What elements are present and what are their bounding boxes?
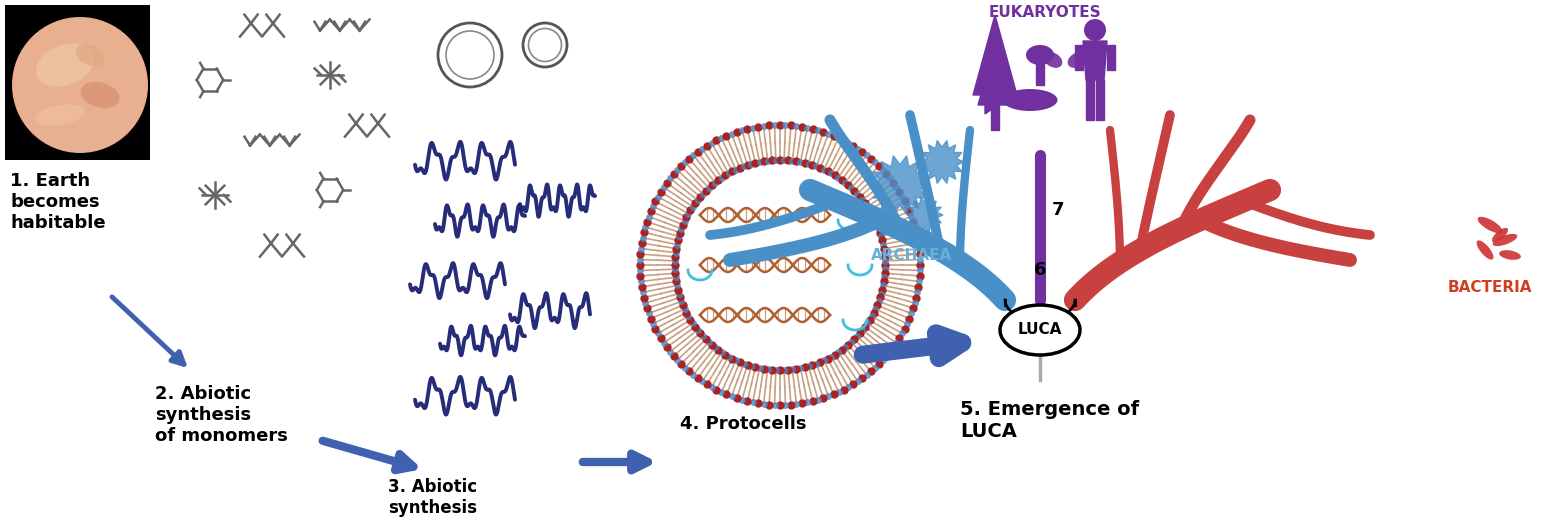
Ellipse shape xyxy=(1491,228,1509,242)
Polygon shape xyxy=(1106,45,1114,70)
Text: LUCA: LUCA xyxy=(1017,322,1063,337)
Ellipse shape xyxy=(1493,234,1518,246)
Ellipse shape xyxy=(1477,217,1502,233)
Circle shape xyxy=(13,17,149,153)
Polygon shape xyxy=(1086,80,1094,120)
Ellipse shape xyxy=(1027,45,1053,65)
Ellipse shape xyxy=(80,82,119,108)
Ellipse shape xyxy=(75,44,105,66)
Polygon shape xyxy=(978,45,1013,105)
Circle shape xyxy=(678,162,883,368)
Ellipse shape xyxy=(36,44,94,86)
Polygon shape xyxy=(973,15,1017,95)
Text: 4. Protocells: 4. Protocells xyxy=(681,415,806,433)
Text: BACTERIA: BACTERIA xyxy=(1448,280,1532,295)
Ellipse shape xyxy=(1003,89,1058,111)
Ellipse shape xyxy=(1499,250,1521,260)
Polygon shape xyxy=(1096,80,1103,120)
Ellipse shape xyxy=(1000,305,1080,355)
Circle shape xyxy=(1085,19,1106,41)
Text: 7: 7 xyxy=(1052,201,1064,219)
Ellipse shape xyxy=(1476,240,1493,259)
Polygon shape xyxy=(1036,55,1044,85)
Text: ARCHAEA: ARCHAEA xyxy=(872,248,953,263)
Ellipse shape xyxy=(1044,52,1063,68)
Bar xyxy=(5,5,150,160)
Polygon shape xyxy=(1083,41,1106,80)
Text: 5. Emergence of
LUCA: 5. Emergence of LUCA xyxy=(959,400,1139,441)
Text: 3. Abiotic
synthesis
of polymers
and vesicles: 3. Abiotic synthesis of polymers and ves… xyxy=(388,478,502,520)
Ellipse shape xyxy=(36,104,85,126)
Polygon shape xyxy=(984,86,1005,114)
Ellipse shape xyxy=(1067,52,1086,68)
Polygon shape xyxy=(870,156,930,214)
Polygon shape xyxy=(908,198,944,232)
Text: 6: 6 xyxy=(1034,261,1047,279)
Text: EUKARYOTES: EUKARYOTES xyxy=(989,5,1102,20)
Text: 1. Earth
becomes
habitable: 1. Earth becomes habitable xyxy=(9,172,105,231)
Polygon shape xyxy=(991,100,998,130)
Polygon shape xyxy=(920,140,964,184)
Polygon shape xyxy=(1075,45,1083,70)
Text: 2. Abiotic
synthesis
of monomers: 2. Abiotic synthesis of monomers xyxy=(155,385,288,445)
